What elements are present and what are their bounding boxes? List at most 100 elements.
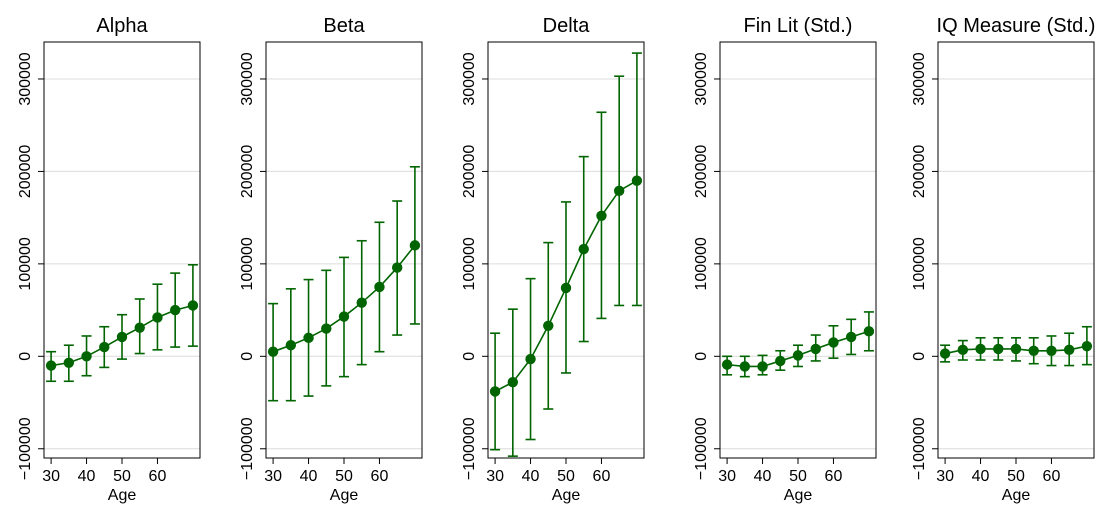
estimate-point bbox=[543, 320, 554, 332]
x-tick-label: 60 bbox=[1043, 468, 1061, 485]
x-tick-label: 50 bbox=[335, 468, 353, 485]
x-tick-label: 40 bbox=[300, 468, 318, 485]
estimate-point bbox=[560, 282, 572, 294]
x-tick-label: 60 bbox=[371, 468, 389, 485]
estimate-point bbox=[739, 361, 751, 372]
x-tick-label: 40 bbox=[78, 468, 96, 485]
panel-title: Beta bbox=[323, 15, 365, 37]
x-tick-label: 60 bbox=[825, 468, 843, 485]
y-tick-label: −100000 bbox=[693, 417, 710, 480]
x-tick-label: 30 bbox=[936, 468, 954, 485]
x-axis-title: Age bbox=[108, 487, 137, 504]
estimate-point bbox=[99, 341, 110, 353]
estimate-point bbox=[957, 344, 969, 356]
x-tick-label: 50 bbox=[789, 468, 807, 485]
y-tick-label: 300000 bbox=[461, 52, 478, 105]
x-axis-title: Age bbox=[784, 487, 813, 504]
estimate-point bbox=[828, 337, 839, 348]
estimate-point bbox=[81, 351, 92, 362]
estimate-point bbox=[134, 322, 145, 333]
estimate-point bbox=[285, 340, 297, 351]
x-axis-title: Age bbox=[330, 487, 359, 504]
estimate-point bbox=[489, 386, 501, 397]
estimate-point bbox=[525, 353, 536, 365]
estimate-point bbox=[321, 323, 332, 334]
estimate-point bbox=[1046, 345, 1057, 356]
estimate-point bbox=[169, 304, 181, 316]
y-tick-label: 200000 bbox=[17, 145, 34, 198]
estimate-point bbox=[152, 312, 163, 323]
estimate-point bbox=[863, 326, 875, 337]
estimate-point bbox=[810, 343, 821, 355]
estimate-point bbox=[1063, 344, 1075, 356]
panel-5: IQ Measure (Std.) −100000 0 100000 200000 300… bbox=[911, 15, 1095, 504]
y-tick-label: 0 bbox=[693, 352, 710, 361]
estimate-point bbox=[845, 331, 857, 343]
estimate-point bbox=[939, 348, 951, 359]
y-tick-label: −100000 bbox=[239, 417, 256, 480]
plot-frame bbox=[43, 41, 201, 459]
estimate-point bbox=[993, 343, 1004, 355]
y-tick-label: −100000 bbox=[911, 417, 928, 480]
plot-frame bbox=[937, 41, 1095, 459]
estimate-point bbox=[1028, 345, 1039, 356]
estimate-point bbox=[303, 332, 314, 344]
panel-title: Alpha bbox=[96, 15, 148, 37]
panel-4: Fin Lit (Std.) −100000 0 100000 200000 300000… bbox=[693, 15, 877, 504]
y-tick-label: 100000 bbox=[17, 237, 34, 290]
y-tick-label: 0 bbox=[17, 352, 34, 361]
x-axis-title: Age bbox=[1002, 487, 1031, 504]
y-tick-label: 300000 bbox=[239, 52, 256, 105]
estimate-point bbox=[507, 376, 519, 388]
y-tick-label: 100000 bbox=[693, 237, 710, 290]
y-tick-label: 200000 bbox=[693, 145, 710, 198]
x-tick-label: 50 bbox=[1007, 468, 1025, 485]
x-tick-label: 40 bbox=[972, 468, 990, 485]
estimate-point bbox=[63, 357, 75, 368]
x-tick-label: 60 bbox=[593, 468, 611, 485]
y-tick-label: 100000 bbox=[239, 237, 256, 290]
y-tick-label: 200000 bbox=[461, 145, 478, 198]
x-tick-label: 30 bbox=[42, 468, 60, 485]
estimate-point bbox=[721, 359, 733, 370]
y-tick-label: 0 bbox=[239, 352, 256, 361]
panel-1: Alpha −100000 0 100000 200000 300000 30 40 50 60 A… bbox=[17, 15, 201, 504]
estimate-point bbox=[267, 346, 279, 357]
y-tick-label: −100000 bbox=[17, 417, 34, 480]
y-tick-label: 100000 bbox=[911, 237, 928, 290]
x-tick-label: 50 bbox=[113, 468, 131, 485]
panel-2: Beta −100000 0 100000 200000 300000 30 40 50 60 Ag… bbox=[239, 15, 423, 504]
estimate-point bbox=[792, 350, 804, 361]
estimate-point bbox=[409, 240, 421, 251]
estimate-point bbox=[975, 343, 986, 355]
estimate-point bbox=[45, 360, 57, 371]
estimate-point bbox=[757, 361, 768, 372]
panel-title: Delta bbox=[543, 15, 591, 37]
panel-title: IQ Measure (Std.) bbox=[937, 15, 1096, 37]
y-tick-label: −100000 bbox=[461, 417, 478, 480]
estimate-point bbox=[391, 262, 403, 273]
x-tick-label: 30 bbox=[264, 468, 282, 485]
y-tick-label: 100000 bbox=[461, 237, 478, 290]
estimate-point bbox=[775, 355, 786, 367]
y-tick-label: 0 bbox=[911, 352, 928, 361]
y-tick-label: 200000 bbox=[239, 145, 256, 198]
plot-frame bbox=[265, 41, 423, 459]
estimate-point bbox=[374, 281, 385, 293]
y-tick-label: 300000 bbox=[911, 52, 928, 105]
y-tick-label: 300000 bbox=[693, 52, 710, 105]
x-tick-label: 40 bbox=[522, 468, 540, 485]
panel-title: Fin Lit (Std.) bbox=[744, 15, 853, 37]
estimate-point bbox=[613, 185, 625, 197]
estimate-point bbox=[596, 210, 607, 221]
x-tick-label: 50 bbox=[557, 468, 575, 485]
estimate-point bbox=[578, 243, 589, 255]
x-axis-title: Age bbox=[552, 487, 581, 504]
estimate-point bbox=[116, 331, 128, 343]
y-tick-label: 300000 bbox=[17, 52, 34, 105]
plot-frame bbox=[719, 41, 877, 459]
x-tick-label: 60 bbox=[149, 468, 167, 485]
panel-3: Delta −100000 0 100000 200000 300000 30 40 50 60 A… bbox=[461, 15, 645, 504]
y-tick-label: 200000 bbox=[911, 145, 928, 198]
